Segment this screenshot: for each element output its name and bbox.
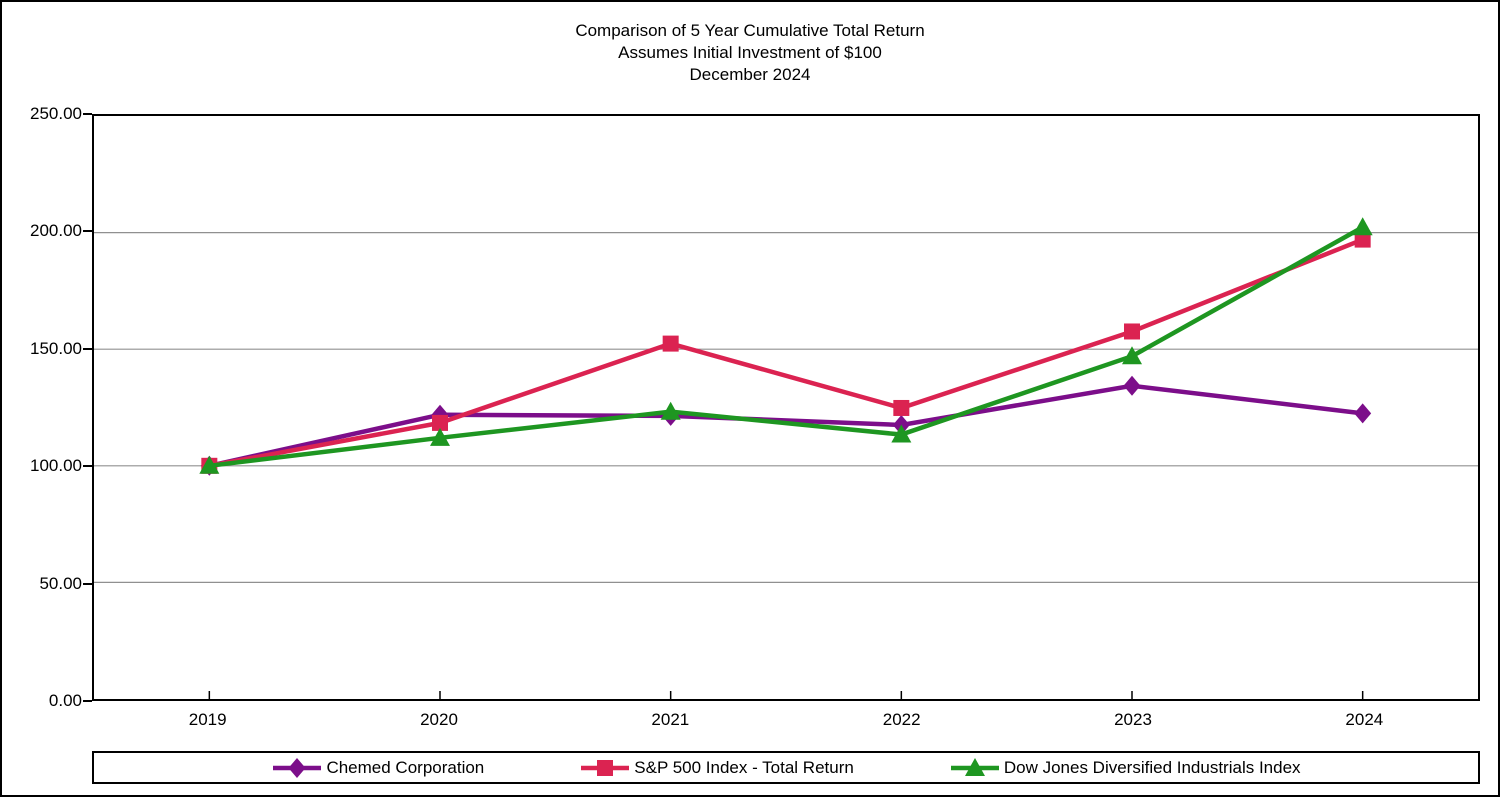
legend-entry: S&P 500 Index - Total Return: [579, 758, 854, 778]
y-axis-tick-mark: [83, 113, 92, 115]
legend: Chemed Corporation S&P 500 Index - Total …: [92, 751, 1480, 784]
plot-area: [92, 114, 1480, 701]
y-axis-tick-label: 100.00: [30, 456, 82, 476]
y-axis-tick-mark: [83, 582, 92, 585]
y-axis-tick-mark: [83, 465, 92, 468]
y-axis-tick-label: 150.00: [30, 338, 82, 358]
legend-label: S&P 500 Index - Total Return: [634, 757, 854, 777]
y-axis-tick-mark: [83, 230, 92, 233]
x-axis-tick-label: 2020: [420, 710, 458, 729]
x-axis-tick-label: 2023: [1114, 710, 1152, 729]
y-axis-tick-mark: [83, 700, 92, 702]
legend-diamond-marker-icon: [273, 757, 322, 778]
y-axis-tick-label: 200.00: [30, 221, 82, 241]
y-axis-tick-label: 50.00: [39, 573, 82, 593]
chart-title: Comparison of 5 Year Cumulative Total Re…: [2, 20, 1498, 86]
x-axis-tick-label: 2024: [1345, 710, 1384, 729]
legend-label: Dow Jones Diversified Industrials Index: [1003, 757, 1301, 777]
y-axis-tick-label: 0.00: [48, 691, 82, 710]
plot-svg: [94, 217, 1478, 699]
y-axis-tick-label: 250.00: [30, 104, 82, 123]
legend-triangle-marker-icon: [950, 757, 999, 776]
chart-title-line2: Assumes Initial Investment of $100: [618, 43, 882, 62]
chart-title-line1: Comparison of 5 Year Cumulative Total Re…: [575, 21, 925, 40]
legend-entry: Chemed Corporation: [271, 757, 485, 778]
legend-label: Chemed Corporation: [326, 757, 485, 777]
x-axis-tick-label: 2021: [651, 710, 690, 729]
legend-square-marker-icon: [581, 759, 630, 776]
y-axis-tick-mark: [83, 347, 92, 350]
x-axis-tick-label: 2019: [188, 710, 227, 729]
chart-title-line3: December 2024: [689, 65, 811, 84]
x-axis-tick-label: 2022: [882, 710, 921, 729]
legend-entry: Dow Jones Diversified Industrials Index: [949, 757, 1301, 778]
